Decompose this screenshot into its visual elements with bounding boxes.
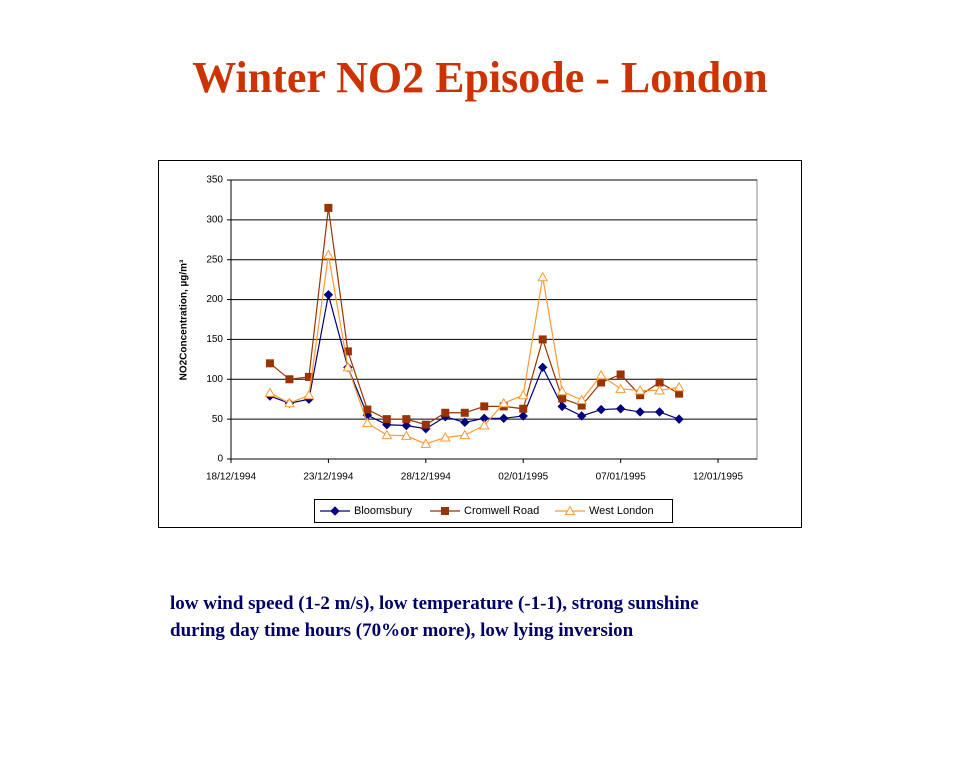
data-point	[362, 417, 373, 428]
data-point	[518, 411, 528, 421]
data-point	[343, 347, 352, 356]
data-point	[673, 381, 685, 392]
data-point	[323, 249, 334, 259]
data-point	[634, 384, 646, 395]
y-tick-label: 50	[212, 414, 224, 425]
note-line: low wind speed (1-2 m/s), low temperatur…	[170, 593, 699, 614]
series-line	[269, 254, 680, 445]
data-point	[363, 405, 372, 414]
data-point	[655, 378, 664, 387]
data-point	[342, 361, 354, 372]
data-point	[654, 407, 665, 417]
data-point	[382, 415, 391, 424]
y-tick-label: 200	[206, 294, 223, 305]
data-point	[557, 401, 567, 412]
data-point	[460, 408, 469, 417]
data-point	[381, 429, 393, 440]
data-point	[478, 420, 490, 430]
data-point	[400, 430, 412, 440]
x-tick-label: 18/12/1994	[206, 472, 256, 483]
y-tick-label: 100	[206, 374, 223, 385]
slide-title: Winter NO2 Episode - London	[192, 53, 768, 102]
data-point	[537, 362, 548, 373]
data-point	[597, 378, 606, 387]
notes: low wind speed (1-2 m/s), low temperatur…	[170, 590, 699, 644]
y-tick-label: 250	[206, 254, 223, 265]
data-point	[323, 290, 334, 300]
x-tick-label: 02/01/1995	[498, 472, 548, 483]
data-point	[538, 335, 547, 344]
y-tick-label: 150	[206, 334, 223, 345]
legend-label: Cromwell Road	[464, 505, 539, 517]
y-axis-label: NO2Concentration, µg/m³	[179, 259, 190, 380]
data-point	[499, 413, 509, 424]
x-tick-label: 07/01/1995	[596, 472, 646, 483]
data-point	[596, 404, 606, 415]
legend-label: Bloomsbury	[354, 505, 413, 517]
data-point	[595, 369, 607, 380]
legend-label: West London	[589, 505, 654, 517]
data-point	[519, 404, 528, 413]
data-point	[674, 414, 684, 424]
data-point	[401, 420, 412, 431]
series-line	[269, 294, 680, 430]
data-point	[285, 375, 294, 384]
data-point	[460, 417, 470, 428]
legend-box	[314, 499, 673, 523]
x-tick-label: 12/01/1995	[693, 472, 743, 483]
data-point	[420, 438, 432, 448]
y-tick-label: 350	[206, 175, 223, 186]
data-point	[265, 359, 274, 368]
data-point	[615, 383, 626, 393]
data-point	[498, 397, 510, 408]
data-point	[635, 407, 645, 417]
data-point	[615, 404, 626, 414]
data-point	[480, 402, 489, 411]
data-point	[459, 429, 471, 440]
x-tick-label: 23/12/1994	[303, 472, 353, 483]
x-tick-label: 28/12/1994	[401, 472, 451, 483]
data-point	[421, 420, 430, 429]
data-point	[537, 271, 549, 282]
data-point	[576, 411, 587, 421]
data-point	[324, 203, 333, 212]
data-point	[517, 389, 529, 400]
data-point	[654, 384, 665, 395]
data-point	[576, 394, 588, 405]
legend-marker	[330, 506, 340, 516]
data-point	[264, 387, 276, 397]
data-point	[303, 389, 315, 400]
y-tick-label: 300	[206, 214, 223, 225]
data-point	[616, 370, 625, 379]
y-tick-label: 0	[217, 454, 223, 465]
data-point	[556, 385, 568, 396]
series-line	[269, 207, 680, 426]
data-point	[284, 397, 295, 408]
legend-marker	[564, 505, 576, 515]
data-point	[402, 415, 411, 424]
data-point	[304, 372, 313, 381]
data-point	[441, 408, 450, 417]
note-line: during day time hours (70%or more), low …	[170, 620, 634, 641]
data-point	[558, 394, 567, 403]
legend-marker	[441, 507, 449, 515]
data-point	[439, 431, 451, 442]
